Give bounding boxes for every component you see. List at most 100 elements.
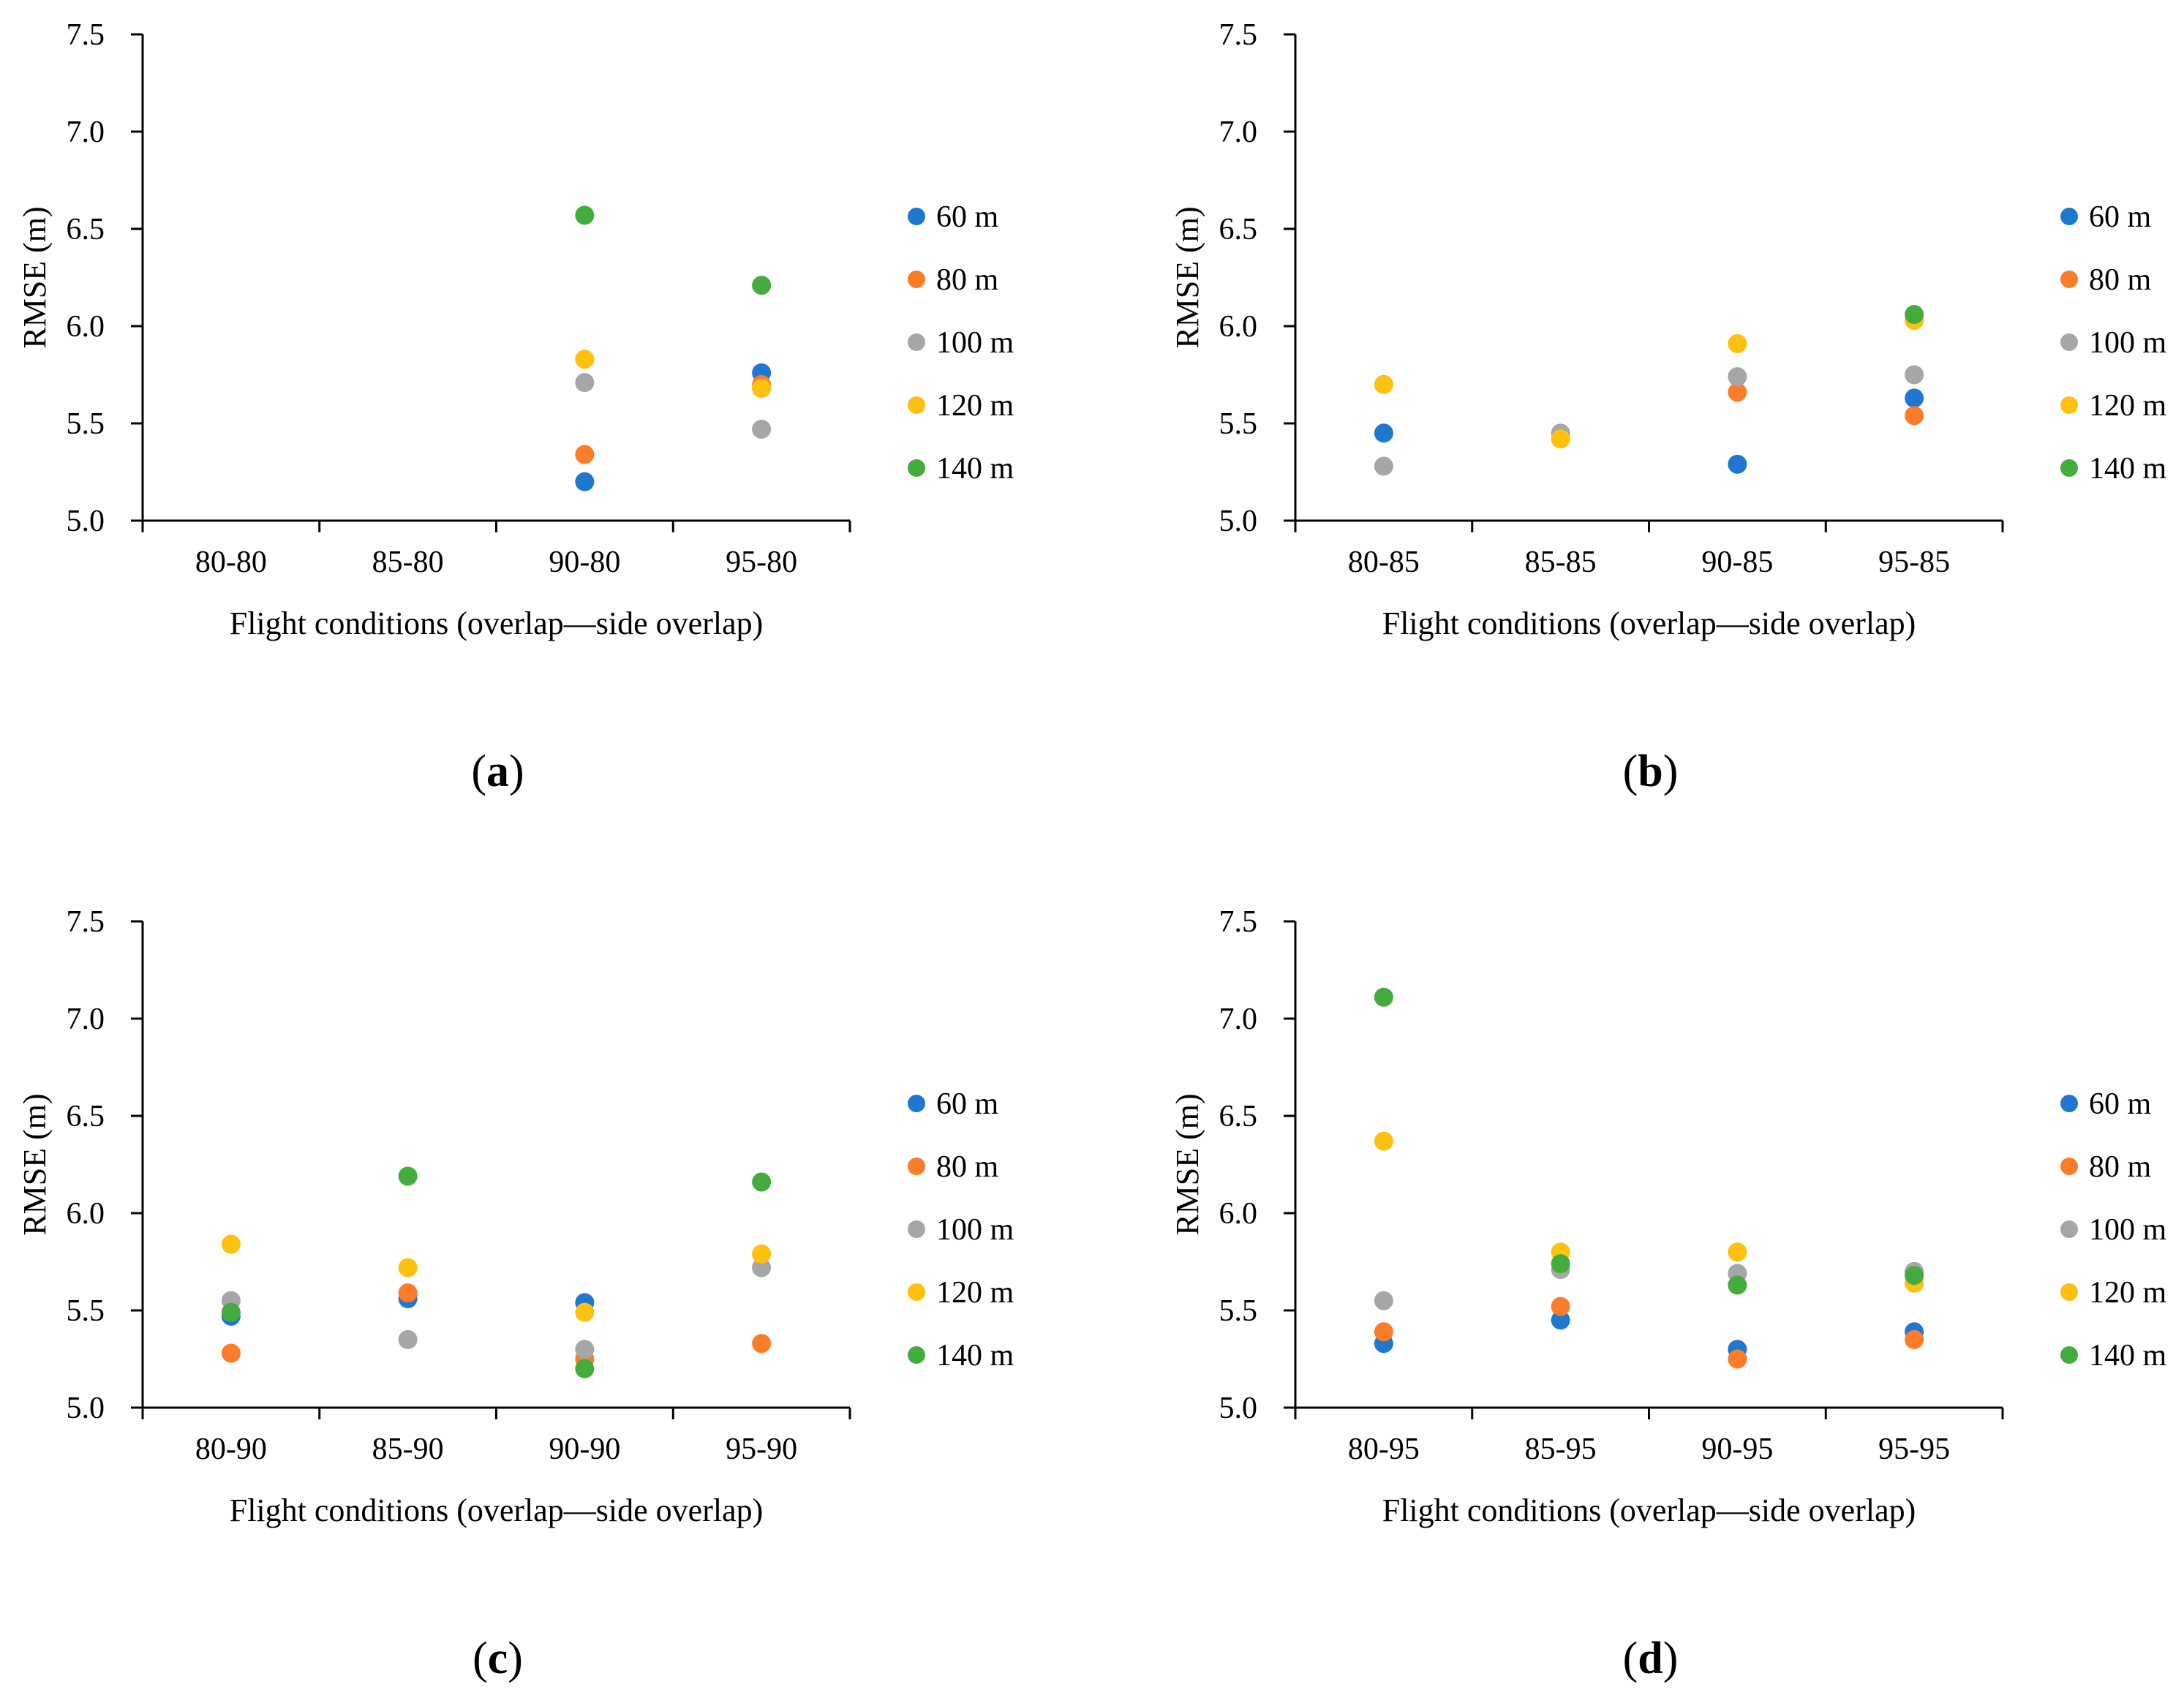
y-tick-label: 7.5 [67,18,105,52]
point-140m-95-95 [1905,1266,1924,1286]
point-80m-90-80 [575,445,595,464]
point-140m-85-90 [398,1166,418,1186]
legend-label: 120 m [2089,389,2167,423]
legend-label: 120 m [2089,1276,2167,1310]
point-100m-80-85 [1374,456,1393,476]
point-100m-85-90 [398,1329,418,1349]
point-100m-90-85 [1728,367,1747,387]
y-tick-label: 6.0 [67,1197,105,1231]
point-120m-90-80 [575,350,595,369]
legend-label: 140 m [2089,452,2167,486]
y-axis-title: RMSE (m) [1170,206,1205,348]
y-tick-label: 5.5 [1219,1294,1258,1328]
x-tick-label: 95-95 [1878,1433,1950,1466]
legend-label: 140 m [936,1339,1014,1373]
x-tick-label: 90-95 [1701,1433,1773,1466]
legend-marker-100m [2060,333,2078,351]
legend-label: 80 m [936,263,999,297]
y-tick-label: 5.5 [67,407,105,441]
x-tick-label: 80-80 [195,546,267,579]
point-140m-95-85 [1905,305,1924,325]
y-tick-label: 6.5 [67,213,105,246]
point-80m-85-90 [398,1283,418,1303]
legend-marker-80m [2060,271,2078,288]
panel-letter: b [1638,747,1663,796]
chart-panel-c: 5.0 5.5 6.0 6.5 7.0 7.5 80-90 85-90 90-90 95-90 RM… [17,905,1014,1683]
point-120m-95-80 [752,379,772,399]
point-100m-95-90 [752,1258,772,1277]
legend-marker-60m [2060,208,2078,225]
point-100m-80-95 [1374,1291,1393,1310]
y-axis-title: RMSE (m) [17,1093,53,1235]
y-tick-label: 6.5 [1219,213,1258,246]
point-80m-95-85 [1905,406,1924,426]
legend-marker-140m [908,1346,925,1364]
legend-marker-120m [908,396,925,414]
legend-label: 60 m [936,1087,999,1121]
point-140m-95-90 [752,1172,772,1192]
x-axis-title: Flight conditions (overlap—side overlap) [1382,1492,1916,1528]
point-120m-85-85 [1551,429,1570,449]
y-tick-label: 5.0 [67,505,105,538]
point-80m-95-95 [1905,1329,1924,1349]
point-80m-80-95 [1374,1322,1393,1342]
x-tick-label: 90-90 [549,1433,620,1466]
legend-label: 60 m [936,200,999,234]
point-100m-90-90 [575,1340,595,1359]
legend-label: 100 m [2089,326,2167,360]
panel-letter: d [1638,1634,1663,1683]
x-tick-label: 85-85 [1525,546,1597,579]
legend-label: 80 m [2089,1150,2152,1184]
panel-label: (a) [471,747,524,796]
point-140m-85-95 [1551,1254,1570,1274]
point-80m-90-95 [1728,1349,1747,1369]
point-100m-90-80 [575,373,595,393]
point-120m-90-95 [1728,1242,1747,1262]
point-60m-95-85 [1905,388,1924,408]
y-tick-label: 6.0 [1219,1197,1258,1231]
y-tick-label: 7.5 [67,905,105,939]
legend-marker-80m [908,1158,925,1175]
y-tick-label: 7.0 [67,1003,105,1036]
x-tick-label: 95-90 [726,1433,797,1466]
point-60m-80-85 [1374,423,1393,443]
legend-marker-80m [908,271,925,288]
x-axis-title: Flight conditions (overlap—side overlap) [230,605,764,641]
point-140m-80-95 [1374,987,1393,1007]
y-tick-label: 6.0 [1219,310,1258,344]
point-60m-90-85 [1728,454,1747,474]
legend-marker-60m [908,1095,925,1112]
x-tick-label: 80-95 [1348,1433,1420,1466]
legend-label: 80 m [936,1150,999,1184]
x-tick-label: 90-80 [549,546,620,579]
panel-label: (c) [472,1634,523,1683]
x-axis-title: Flight conditions (overlap—side overlap) [1382,605,1916,641]
y-tick-label: 6.5 [1219,1100,1258,1133]
point-120m-80-90 [221,1234,241,1254]
y-tick-label: 7.0 [1219,1003,1258,1036]
x-tick-label: 85-80 [372,546,444,579]
legend-label: 100 m [2089,1213,2167,1247]
x-tick-label: 80-85 [1348,546,1420,579]
point-120m-95-90 [752,1244,772,1264]
legend-label: 100 m [936,326,1014,360]
panel-label: (d) [1623,1634,1679,1683]
y-tick-label: 7.5 [1219,18,1258,52]
legend-label: 100 m [936,1213,1014,1247]
x-tick-label: 90-85 [1701,546,1773,579]
legend-marker-120m [2060,396,2078,414]
legend-marker-100m [908,333,925,351]
y-tick-label: 7.5 [1219,905,1258,939]
legend-label: 60 m [2089,1087,2152,1121]
panel-letter: a [486,747,509,796]
point-120m-90-85 [1728,333,1747,353]
chart-panel-d: 5.0 5.5 6.0 6.5 7.0 7.5 80-95 85-95 90-95 95-95 RM… [1170,905,2167,1683]
legend-marker-100m [908,1220,925,1238]
legend-label: 80 m [2089,263,2152,297]
point-140m-80-90 [221,1302,241,1322]
legend-marker-140m [2060,1346,2078,1364]
legend-marker-120m [908,1283,925,1301]
y-axis-title: RMSE (m) [17,206,53,348]
y-tick-label: 6.5 [67,1100,105,1133]
